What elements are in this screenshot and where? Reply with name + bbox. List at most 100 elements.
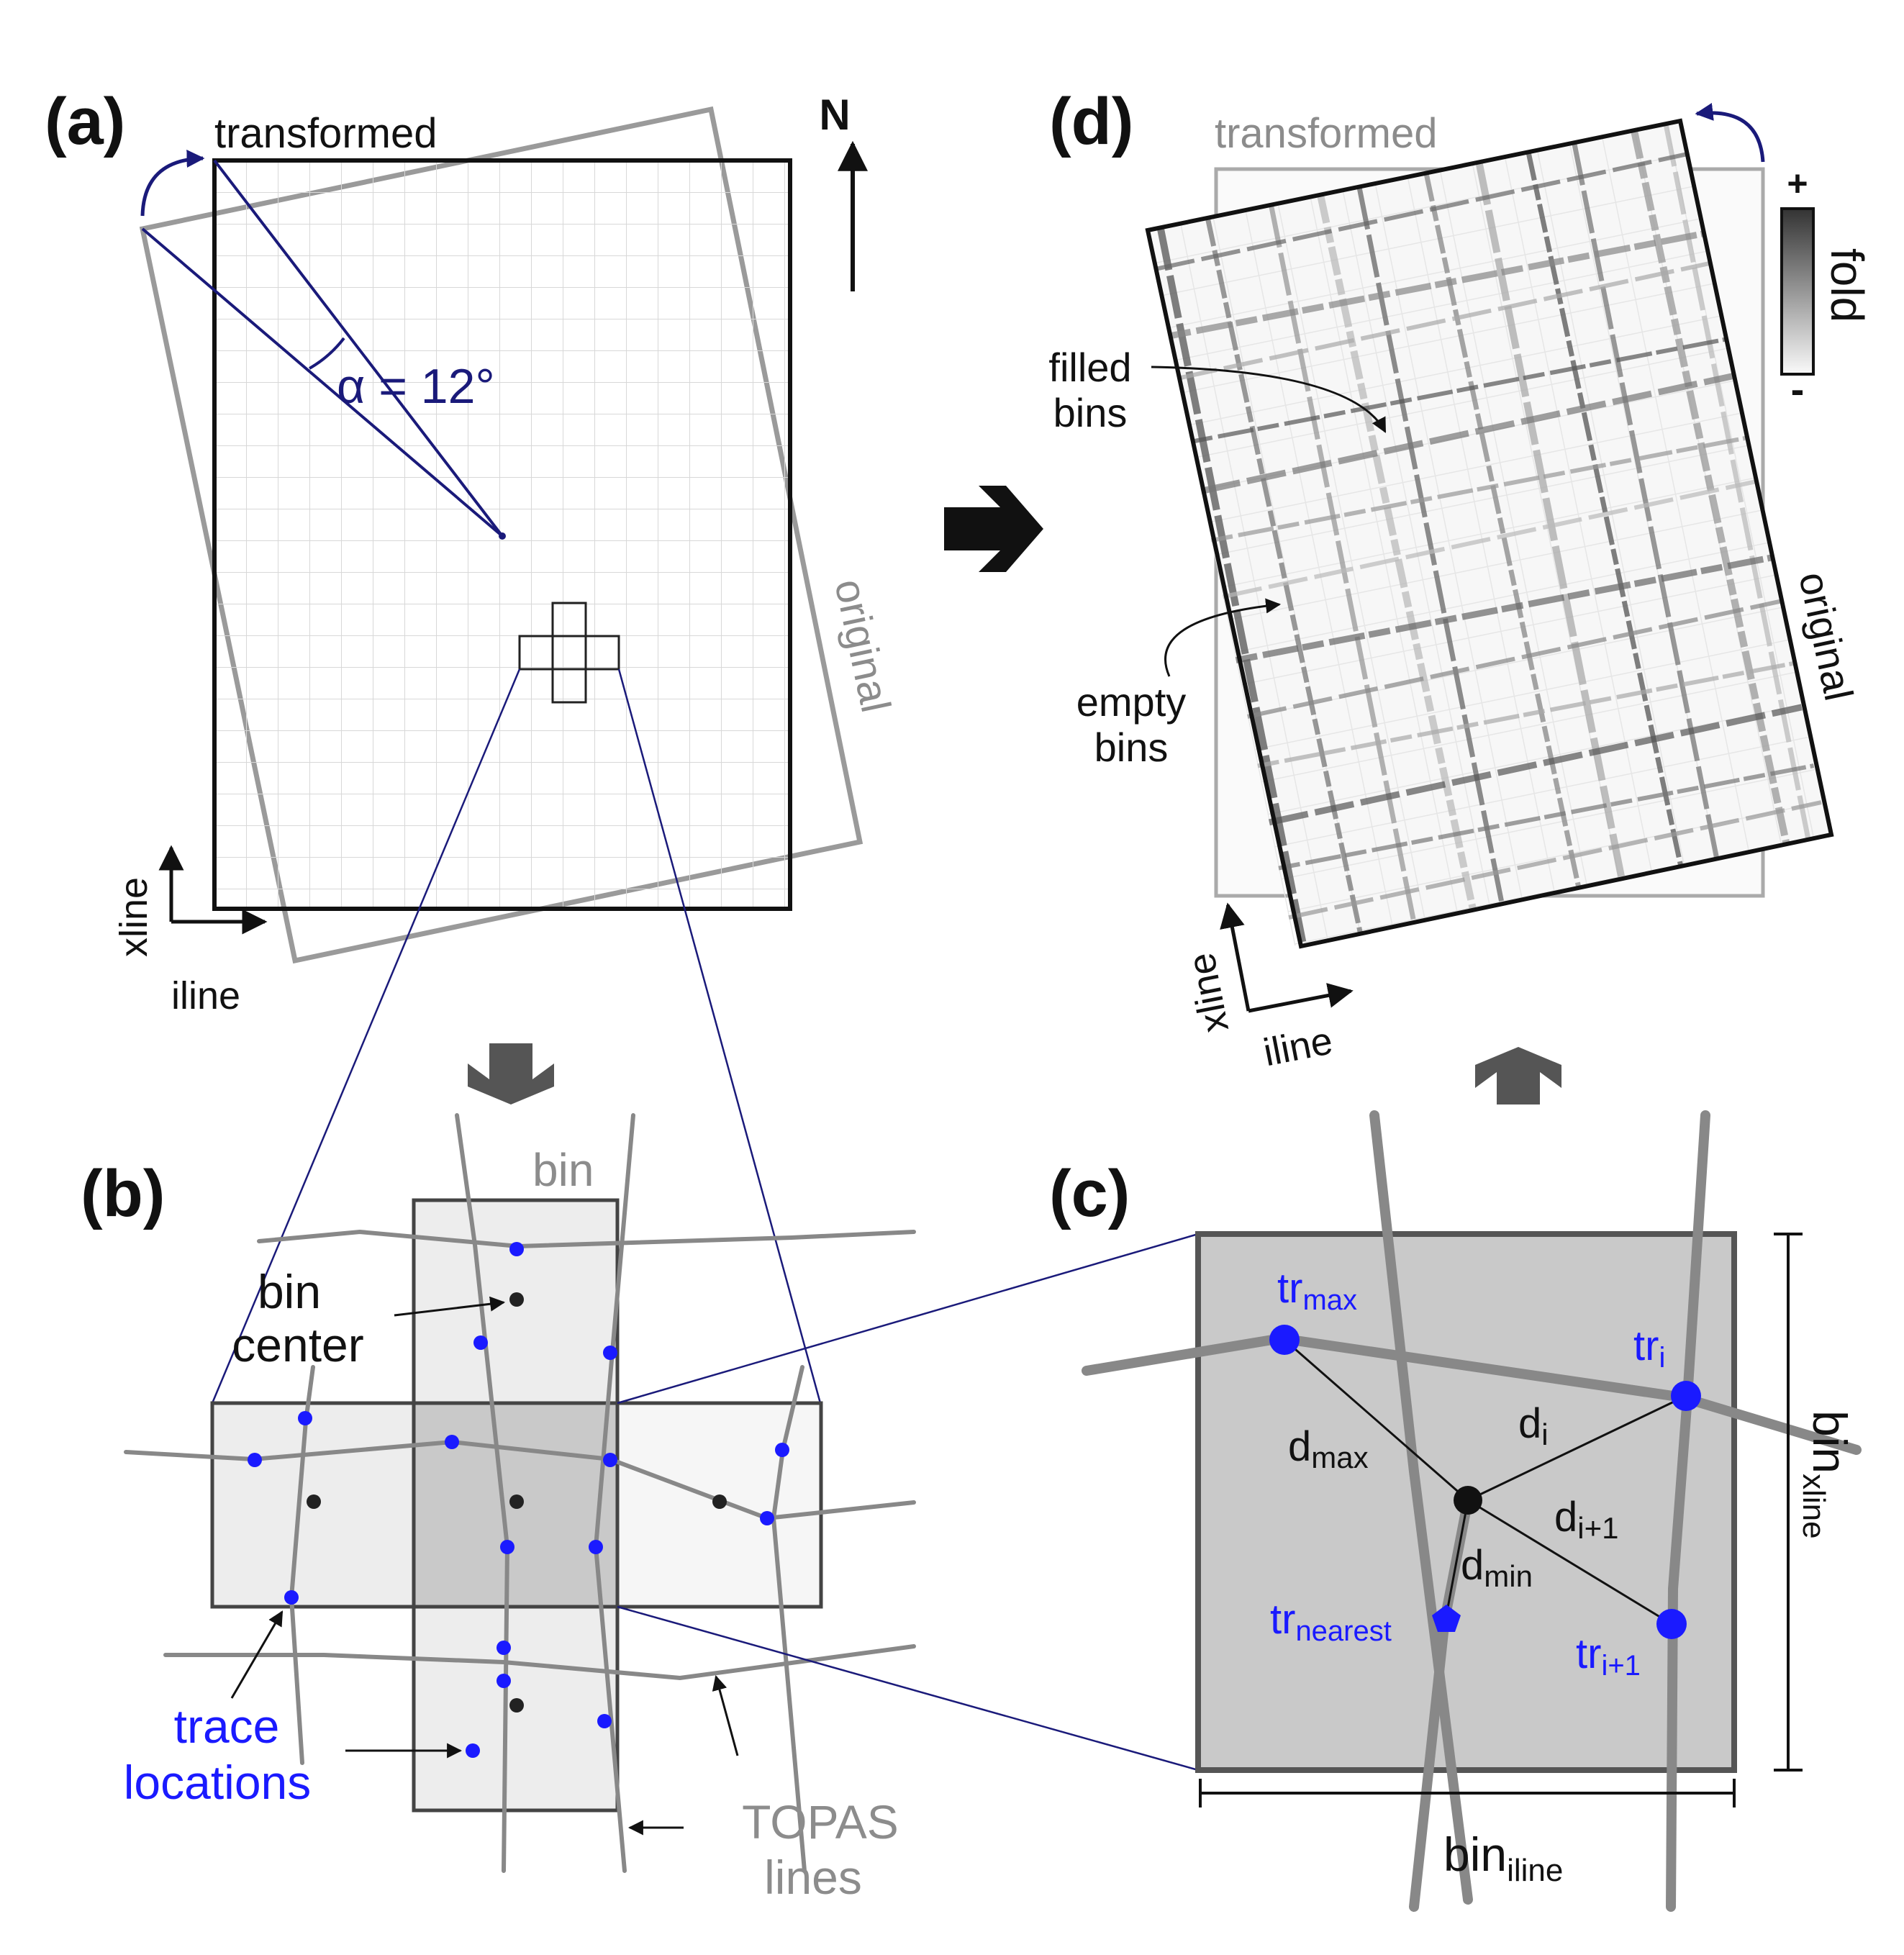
fold-line-horizontal — [1177, 260, 1711, 381]
topas-pointer-upper-icon — [712, 1674, 739, 1756]
bin-center-label-line1: bin — [258, 1265, 321, 1318]
fold-map — [1145, 118, 1834, 949]
tr-nearest-label: trnearest — [1270, 1596, 1392, 1647]
bin-iline-label: biniline — [1443, 1828, 1563, 1888]
panel-a: (a) transformed original α = 12° N xli — [45, 85, 899, 1017]
dimension-xline — [1774, 1233, 1803, 1772]
panel-b: (b) — [81, 1113, 916, 1904]
fold-line-horizontal — [1247, 599, 1781, 719]
trace-nearest-pentagon-icon — [1432, 1605, 1461, 1632]
panel-b-bin-label: bin — [532, 1144, 594, 1196]
panel-d-label: (d) — [1049, 85, 1133, 158]
panel-d-xline-axis-arrow-icon — [1220, 902, 1251, 1012]
bin-centers — [307, 1292, 727, 1713]
fold-line-horizontal — [1222, 479, 1756, 599]
fold-label: fold — [1821, 248, 1873, 322]
panel-d-iline-axis-arrow-icon — [1248, 983, 1354, 1013]
fold-line-vertical — [1631, 130, 1790, 845]
panel-d-transformed-label: transformed — [1215, 110, 1437, 157]
panel-b-label: (b) — [81, 1157, 165, 1230]
filled-bins-pointer-icon — [1151, 366, 1387, 433]
fold-line-vertical — [1526, 151, 1684, 867]
highlighted-bins — [518, 602, 620, 704]
fold-line-horizontal — [1190, 337, 1727, 444]
panel-d: (d) transformed original + - fold filled… — [1048, 85, 1873, 1074]
fold-minus-label: - — [1791, 366, 1805, 412]
filled-bins-label-line2: bins — [1053, 390, 1128, 435]
d-i-label: di — [1518, 1400, 1549, 1451]
rotation-center — [499, 532, 506, 540]
zoom-connector-right — [617, 668, 822, 1404]
empty-bins-pointer-icon — [1164, 598, 1282, 677]
panel-a-iline-label: iline — [171, 974, 240, 1017]
angle-line-transformed — [213, 159, 504, 537]
panel-d-xline-label: xline — [1179, 949, 1237, 1035]
fold-line-vertical — [1317, 194, 1477, 910]
panel-a-xline-label: xline — [112, 877, 155, 957]
fold-line-horizontal — [1155, 151, 1689, 271]
trace-locations — [248, 1242, 789, 1758]
fold-line-vertical — [1572, 142, 1720, 860]
zoom-connector-left — [211, 668, 521, 1404]
panel-a-label: (a) — [45, 85, 125, 158]
empty-bins-label-line2: bins — [1094, 725, 1169, 770]
trace-i — [1671, 1381, 1701, 1411]
zoom-connector-c-top — [617, 1233, 1199, 1405]
trace-label-line1: trace — [174, 1700, 280, 1753]
topas-label-line1: TOPAS — [742, 1795, 899, 1849]
panel-d-iline-label: iline — [1260, 1019, 1336, 1074]
fold-line-vertical — [1156, 227, 1307, 945]
angle-line-original — [141, 227, 504, 537]
d-min-label: dmin — [1461, 1542, 1533, 1593]
north-label: N — [819, 91, 850, 139]
zoom-connector-c-bottom — [617, 1605, 1199, 1772]
trace-max — [1269, 1325, 1300, 1355]
fold-line-horizontal — [1278, 763, 1815, 871]
fold-line-horizontal — [1235, 554, 1772, 663]
fold-line-vertical — [1475, 161, 1626, 879]
trace-i-plus-1 — [1656, 1609, 1687, 1639]
topas-label-line2: lines — [764, 1851, 862, 1904]
distance-lines — [1284, 1338, 1687, 1625]
transformed-grid-outline — [212, 158, 792, 911]
trace-label-line2: locations — [124, 1756, 312, 1809]
fold-line-vertical — [1356, 186, 1505, 904]
topas-lines — [124, 1113, 916, 1873]
tr-i1-label: tri+1 — [1576, 1630, 1641, 1682]
panel-c: (c) trmax tri tri+1 trnearest dmax di di — [1049, 1110, 1862, 1912]
fold-lines — [1155, 123, 1822, 945]
fold-line-horizontal — [1288, 800, 1822, 920]
flow-arrow-down-icon — [468, 1043, 554, 1104]
panel-c-label: (c) — [1049, 1157, 1130, 1230]
filled-bins-label-line1: filled — [1048, 345, 1131, 390]
panel-a-original-label: original — [825, 575, 899, 716]
fold-colorbar — [1780, 207, 1815, 376]
fold-map-outline — [1145, 118, 1834, 949]
angle-arc — [309, 337, 345, 370]
fold-plus-label: + — [1787, 163, 1808, 204]
trace-pointer-upper-icon — [230, 1610, 284, 1699]
fold-line-horizontal — [1169, 230, 1705, 340]
fold-line-vertical — [1663, 123, 1811, 841]
fold-line-vertical — [1268, 204, 1417, 922]
fold-line-horizontal — [1268, 704, 1803, 826]
fold-line-horizontal — [1210, 435, 1747, 543]
panel-a-transformed-label: transformed — [214, 110, 437, 157]
bin-center-label-line2: center — [232, 1318, 363, 1371]
bin-xline-label: binxline — [1796, 1410, 1857, 1539]
d-i1-label: di+1 — [1554, 1494, 1618, 1545]
rotation-arrow-icon — [140, 150, 205, 217]
fold-line-vertical — [1205, 217, 1363, 933]
panel-d-rotation-arrow-icon — [1695, 103, 1765, 163]
bin-detail-center — [1454, 1486, 1482, 1515]
tr-max-label: trmax — [1277, 1265, 1357, 1316]
tr-i-label: tri — [1633, 1323, 1665, 1374]
empty-bins-label-line1: empty — [1076, 679, 1187, 725]
d-max-label: dmax — [1288, 1423, 1369, 1474]
flow-arrow-up-icon — [1475, 1047, 1561, 1104]
fold-line-vertical — [1423, 172, 1582, 888]
flow-arrow-right-icon — [944, 486, 1043, 572]
fold-line-horizontal — [1200, 372, 1735, 494]
fold-line-horizontal — [1257, 661, 1793, 768]
